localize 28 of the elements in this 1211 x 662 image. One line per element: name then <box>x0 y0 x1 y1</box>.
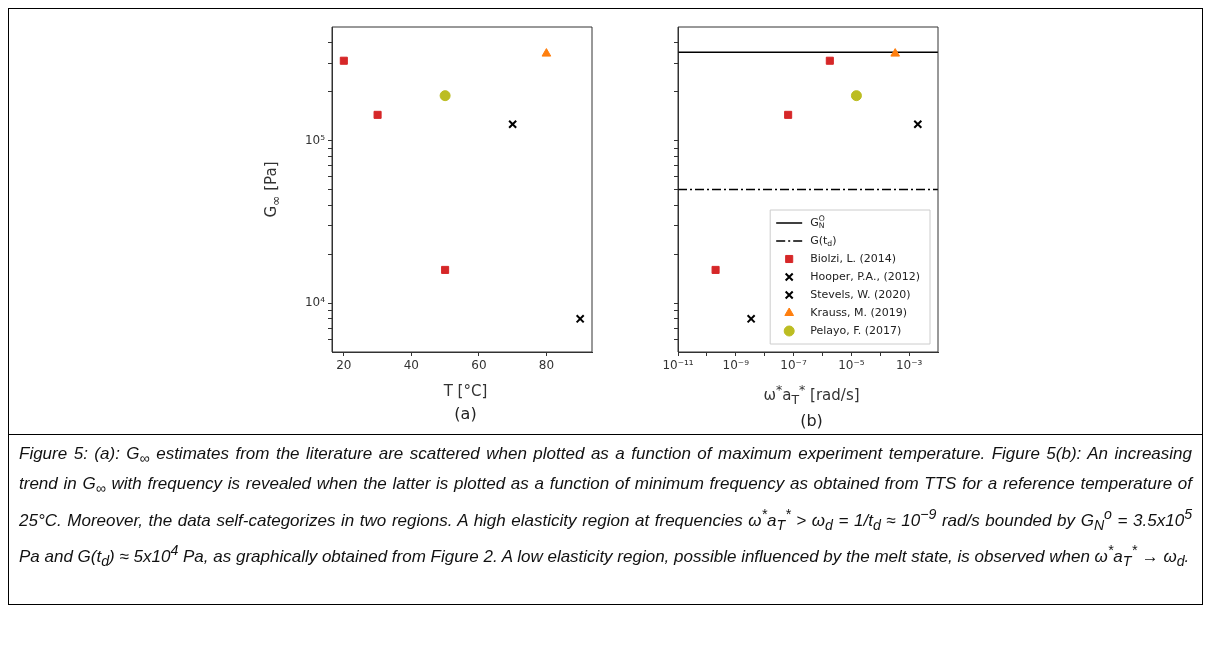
legend-label: Krauss, M. (2019) <box>809 305 907 319</box>
x-tick-label: 10⁻¹¹ <box>661 358 694 373</box>
y-tick-label: 10⁴ <box>304 295 325 310</box>
x-tick-label: 40 <box>403 358 419 373</box>
legend-label: Stevels, W. (2020) <box>809 287 910 301</box>
text: (b) <box>799 411 823 430</box>
text: (a) <box>453 404 477 423</box>
legend-label: Hooper, P.A., (2012) <box>809 269 920 283</box>
point <box>373 110 382 119</box>
x-tick-label: 10⁻³ <box>895 358 922 373</box>
point <box>440 265 449 274</box>
x-tick-label: 80 <box>538 358 554 373</box>
point <box>575 314 585 324</box>
x-tick-label: 20 <box>335 358 351 373</box>
legend-label: Biolzi, L. (2014) <box>809 251 896 265</box>
point <box>541 48 551 57</box>
text: Figure 5: (a): G$_{∞}$ estimates from the literature are scattered when plotted as a function of maximum experiment temperature. Figure 5(b): An increasing trend in G$_{∞}$ with frequency is revealed when the latter is plotted as a function of minimum frequency as obtained from TTS for a reference temperature of 25°C. Moreover, the data self-categorizes in two regions. A high elasticity region at frequencies ω$^{*}$a$_{T}$$^{*}$ > ω$_{d}$ = 1/t$_{d}$ ≈ 10$^{−9}$ rad/s bounded by G$_{N}$$^{o}$ = 3.5x10$^{5}$ Pa and G(t$_{d}$) ≈ 5x10$^{4}$ Pa, as graphically obtained from Figure 2. A low elasticity region, possible influenced by the melt state, is observed when ω$^{*}$a$_{T}$$^{*}$ → ω$_{d}$. <box>19 444 1193 569</box>
x-axis-title: T [°C] <box>442 382 488 400</box>
legend-label: Pelayo, F. (2017) <box>809 323 901 337</box>
x-tick-label: 60 <box>470 358 487 373</box>
x-tick-label: 10⁻⁷ <box>779 358 807 373</box>
x-axis-title: ω$^{*}$a$_{T}$$^{*}$ [rad/s] <box>762 382 860 407</box>
y-tick-label: 10⁵ <box>304 132 325 147</box>
point <box>507 119 517 129</box>
point <box>439 90 451 102</box>
x-tick-label: 10⁻⁵ <box>837 358 865 373</box>
point <box>339 56 348 65</box>
x-tick-label: 10⁻⁹ <box>722 358 749 373</box>
